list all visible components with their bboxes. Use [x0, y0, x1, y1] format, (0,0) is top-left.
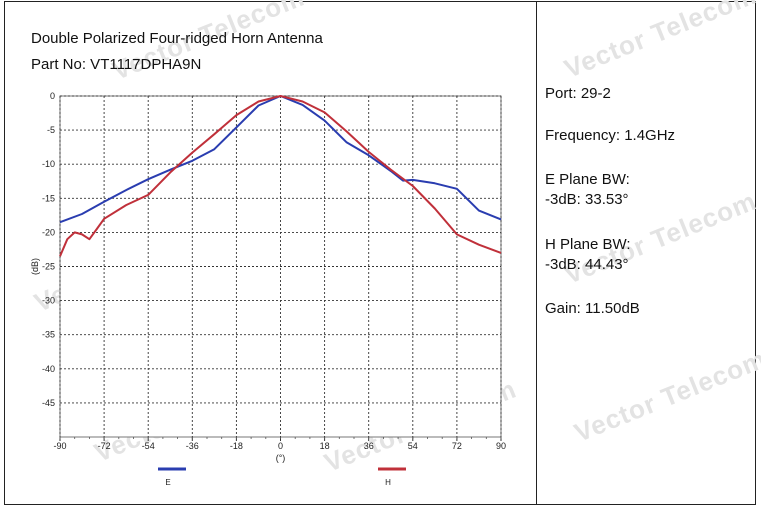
y-tick-label: -45 [42, 398, 55, 408]
frequency-text: Frequency: 1.4GHz [545, 127, 676, 144]
x-tick-label: -18 [230, 441, 243, 451]
x-tick-label: 54 [408, 441, 418, 451]
part-number: Part No: VT1117DPHA9N [31, 56, 202, 73]
y-tick-label: 0 [50, 91, 55, 101]
y-tick-label: -5 [47, 125, 55, 135]
series-line-h [59, 95, 502, 257]
x-tick-label: -72 [98, 441, 111, 451]
y-tick-label: -15 [42, 193, 55, 203]
y-tick-label: -25 [42, 262, 55, 272]
series-line-e [59, 95, 502, 224]
x-tick-label: -90 [53, 441, 66, 451]
h-plane-block: H Plane BW: -3dB: 44.43° [545, 235, 631, 275]
x-tick-label: -54 [142, 441, 155, 451]
x-tick-label: 90 [496, 441, 506, 451]
x-tick-label: 72 [452, 441, 462, 451]
x-tick-label: 18 [320, 441, 330, 451]
gain-text: Gain: 11.50dB [545, 300, 640, 317]
y-tick-label: -35 [42, 330, 55, 340]
x-tick-label: 36 [364, 441, 374, 451]
e-plane-value: -3dB: 33.53° [545, 191, 629, 208]
legend-label-e: E [165, 478, 170, 487]
legend-label-h: H [385, 478, 391, 487]
panel-divider [536, 1, 537, 505]
h-plane-value: -3dB: 44.43° [545, 256, 629, 273]
port-text: Port: 29-2 [545, 85, 611, 102]
e-plane-label: E Plane BW: [545, 171, 630, 188]
y-axis-label: (dB) [30, 258, 40, 275]
page-frame [4, 1, 756, 505]
y-tick-label: -40 [42, 364, 55, 374]
h-plane-label: H Plane BW: [545, 236, 631, 253]
x-tick-label: -36 [186, 441, 199, 451]
x-tick-label: 0 [278, 441, 283, 451]
y-tick-label: -10 [42, 159, 55, 169]
chart-title: Double Polarized Four-ridged Horn Antenn… [31, 30, 323, 47]
x-axis-label: (°) [276, 453, 286, 463]
y-tick-label: -20 [42, 227, 55, 237]
y-tick-label: -30 [42, 296, 55, 306]
e-plane-block: E Plane BW: -3dB: 33.53° [545, 170, 630, 210]
